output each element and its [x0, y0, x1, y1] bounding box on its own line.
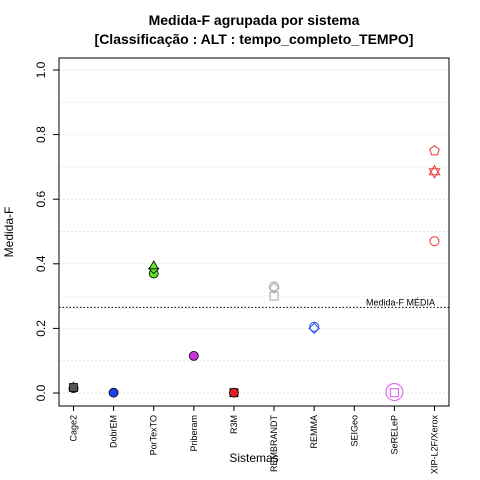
grid-lines — [59, 69, 449, 394]
x-tick-label: REMBRANDT — [269, 415, 279, 473]
chart-subtitle: [Classificação : ALT : tempo_completo_TE… — [95, 31, 414, 47]
x-tick-label: XIP-L2F/Xerox — [430, 415, 440, 475]
data-point-triangle — [148, 260, 159, 270]
y-tick-label: 0.6 — [34, 191, 48, 208]
x-tick-label: R3M — [229, 415, 239, 434]
y-tick-label: 0.0 — [34, 384, 48, 401]
y-tick-label: 0.4 — [34, 255, 48, 272]
data-point-pentagon — [429, 145, 440, 156]
x-tick-label: DobrEM — [109, 415, 119, 448]
x-axis-label: Sistemas — [229, 451, 278, 465]
data-point-diamond — [308, 322, 320, 335]
data-point-diamond — [268, 282, 280, 294]
data-point-circle — [309, 321, 320, 332]
data-point-circle — [108, 387, 119, 398]
data-point-circle — [385, 382, 404, 402]
x-tick-label: SeRELeP — [389, 415, 399, 455]
reference-line-group: Medida-F MÉDIA — [59, 297, 449, 308]
star-triangle-up — [428, 164, 441, 176]
y-tick-label: 0.8 — [34, 126, 48, 143]
reference-line-label: Medida-F MÉDIA — [366, 297, 435, 307]
data-point-square — [389, 388, 399, 398]
data-point-circle — [229, 387, 239, 398]
plot-frame — [58, 57, 450, 407]
x-tick-label: Priberam — [189, 415, 199, 452]
y-axis: 0.0 0.2 0.4 0.6 0.8 1.0 — [34, 61, 59, 401]
x-tick-label: PorTexTO — [149, 415, 159, 455]
x-tick-label: SEIGeo — [349, 415, 359, 447]
data-point-circle — [188, 350, 199, 361]
data-points — [68, 145, 441, 402]
data-point-circle — [429, 236, 440, 247]
y-tick-label: 1.0 — [34, 61, 48, 78]
data-point-square — [69, 383, 78, 392]
y-axis-label: Medida-F — [2, 207, 16, 258]
data-point-star — [428, 164, 441, 179]
data-point-circle — [269, 281, 280, 292]
x-axis-categories: Cage2 DobrEM PorTexTO Priberam R3M REMBRANDT R… — [69, 406, 440, 474]
x-tick-label: REMMA — [309, 415, 319, 449]
data-point-square — [269, 291, 279, 301]
chart-title: Medida-F agrupada por sistema — [149, 12, 360, 28]
y-tick-label: 0.2 — [34, 320, 48, 337]
x-tick-label: Cage2 — [69, 415, 79, 442]
star-triangle-down — [428, 168, 441, 179]
